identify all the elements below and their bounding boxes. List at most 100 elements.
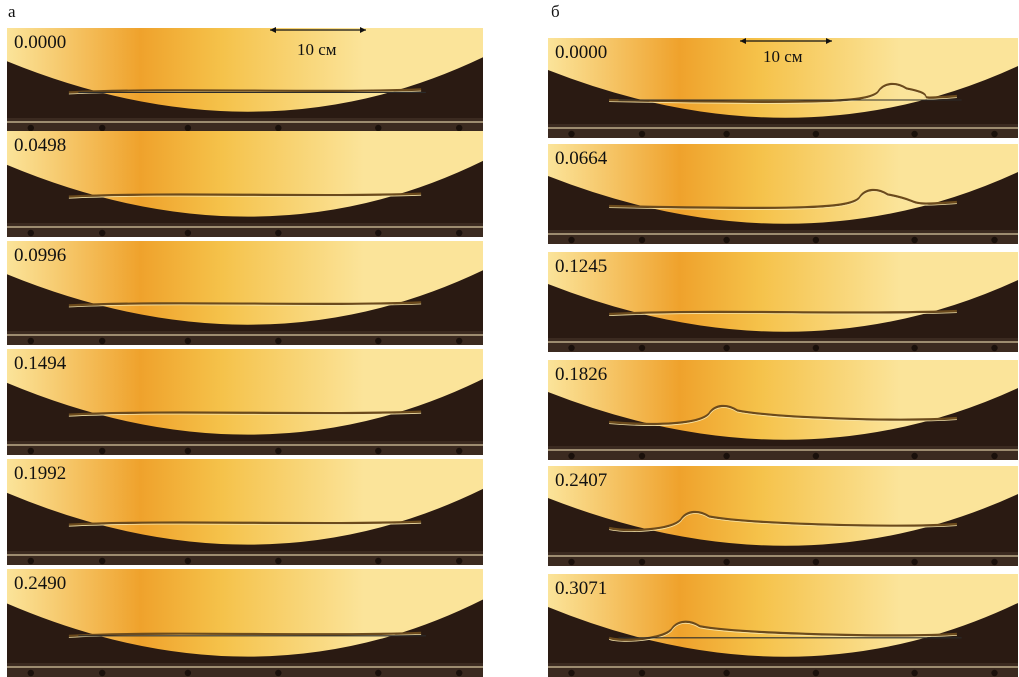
basin-wall: [548, 602, 1018, 663]
rail-bolt: [99, 447, 106, 455]
rail-bolt: [812, 236, 820, 244]
free-surface-curve: [609, 309, 957, 316]
frame-image: [7, 28, 483, 132]
rail-bolt: [27, 447, 34, 455]
time-label: 0.0498: [14, 135, 67, 156]
rail-bolt: [184, 557, 192, 565]
frame-a-4: 0.1992: [7, 459, 483, 565]
frame-a-0: 0.0000: [7, 28, 483, 132]
rail-bolt: [638, 130, 646, 138]
rail-bolt: [275, 669, 282, 677]
frame-image: [7, 569, 483, 677]
rail-bolt: [99, 229, 106, 237]
basin-wall: [7, 599, 483, 663]
time-label: 0.1245: [555, 256, 608, 277]
rail-bolt: [275, 447, 282, 455]
rail: [7, 441, 483, 455]
rail-bolt: [375, 447, 382, 455]
time-label: 0.0000: [555, 42, 608, 63]
rail-bolt: [456, 557, 463, 565]
rail-bolt: [27, 229, 34, 237]
rail: [548, 446, 1018, 460]
rail-bolt: [184, 447, 192, 455]
basin-wall: [548, 388, 1018, 446]
rail-bolt: [184, 124, 192, 132]
rail-bolt: [911, 236, 918, 244]
time-label: 0.1494: [14, 353, 67, 374]
rail-bolt: [812, 452, 820, 460]
rail-bolt: [638, 236, 646, 244]
time-label: 0.0000: [14, 32, 67, 53]
rail-bolt: [184, 337, 192, 345]
basin-wall: [7, 57, 483, 118]
rail-bolt: [99, 669, 106, 677]
rail-bolt: [375, 229, 382, 237]
basin-wall: [7, 378, 483, 441]
rail-bolt: [568, 130, 575, 138]
basin-wall: [7, 270, 483, 331]
time-label: 0.3071: [555, 578, 608, 599]
rail-bolt: [568, 236, 575, 244]
rail-bolt: [99, 557, 106, 565]
free-surface-curve: [68, 631, 422, 637]
frame-image: [7, 241, 483, 345]
rail-bolt: [911, 452, 918, 460]
free-surface-curve: [68, 520, 422, 526]
rail-bolt: [27, 124, 34, 132]
rail-bolt: [812, 558, 820, 566]
rail-bolt: [375, 669, 382, 677]
time-label: 0.1992: [14, 463, 67, 484]
scale-bar: [740, 38, 832, 44]
rail-bolt: [456, 229, 463, 237]
rail-bolt: [27, 557, 34, 565]
free-surface-curve: [68, 301, 422, 307]
rail-bolt: [991, 130, 998, 138]
frame-image: [548, 144, 1018, 244]
rail-bolt: [638, 669, 646, 677]
panel-label-b: б: [551, 2, 560, 21]
rail-bolt: [184, 229, 192, 237]
frame-b-0: 0.0000: [548, 38, 1018, 138]
rail-bolt: [456, 124, 463, 132]
rail-bolt: [456, 669, 463, 677]
rail-bolt: [275, 557, 282, 565]
scale-bar-label: 10 см: [763, 47, 803, 66]
rail-bolt: [638, 558, 646, 566]
rail-bolt: [812, 130, 820, 138]
rail-bolt: [911, 558, 918, 566]
scale-bar: [270, 27, 366, 33]
rail: [7, 663, 483, 677]
rail: [7, 223, 483, 237]
frame-image: [7, 131, 483, 237]
basin-wall: [548, 280, 1018, 338]
rail-bolt: [723, 236, 730, 244]
rail: [7, 331, 483, 345]
rail-bolt: [568, 558, 575, 566]
frame-b-1: 0.0664: [548, 144, 1018, 244]
rail-bolt: [99, 337, 106, 345]
rail-bolt: [638, 344, 646, 352]
frame-b-5: 0.3071: [548, 574, 1018, 677]
rail-bolt: [991, 558, 998, 566]
free-surface-curve: [609, 404, 957, 425]
rail-bolt: [911, 344, 918, 352]
rail-bolt: [991, 452, 998, 460]
frame-a-3: 0.1494: [7, 349, 483, 455]
rail-bolt: [568, 669, 575, 677]
rail-bolt: [275, 124, 282, 132]
rail-bolt: [375, 557, 382, 565]
rail-bolt: [456, 447, 463, 455]
free-surface-curve: [608, 510, 957, 532]
scale-bar-label: 10 см: [297, 40, 337, 59]
rail: [7, 118, 483, 132]
rail-bolt: [723, 344, 730, 352]
frame-image: [548, 38, 1018, 138]
rail: [548, 338, 1018, 352]
frame-a-5: 0.2490: [7, 569, 483, 677]
rail-bolt: [812, 344, 820, 352]
rail-bolt: [568, 452, 575, 460]
rail-bolt: [812, 669, 820, 677]
rail-bolt: [911, 130, 918, 138]
frame-image: [548, 466, 1018, 566]
rail-bolt: [991, 344, 998, 352]
